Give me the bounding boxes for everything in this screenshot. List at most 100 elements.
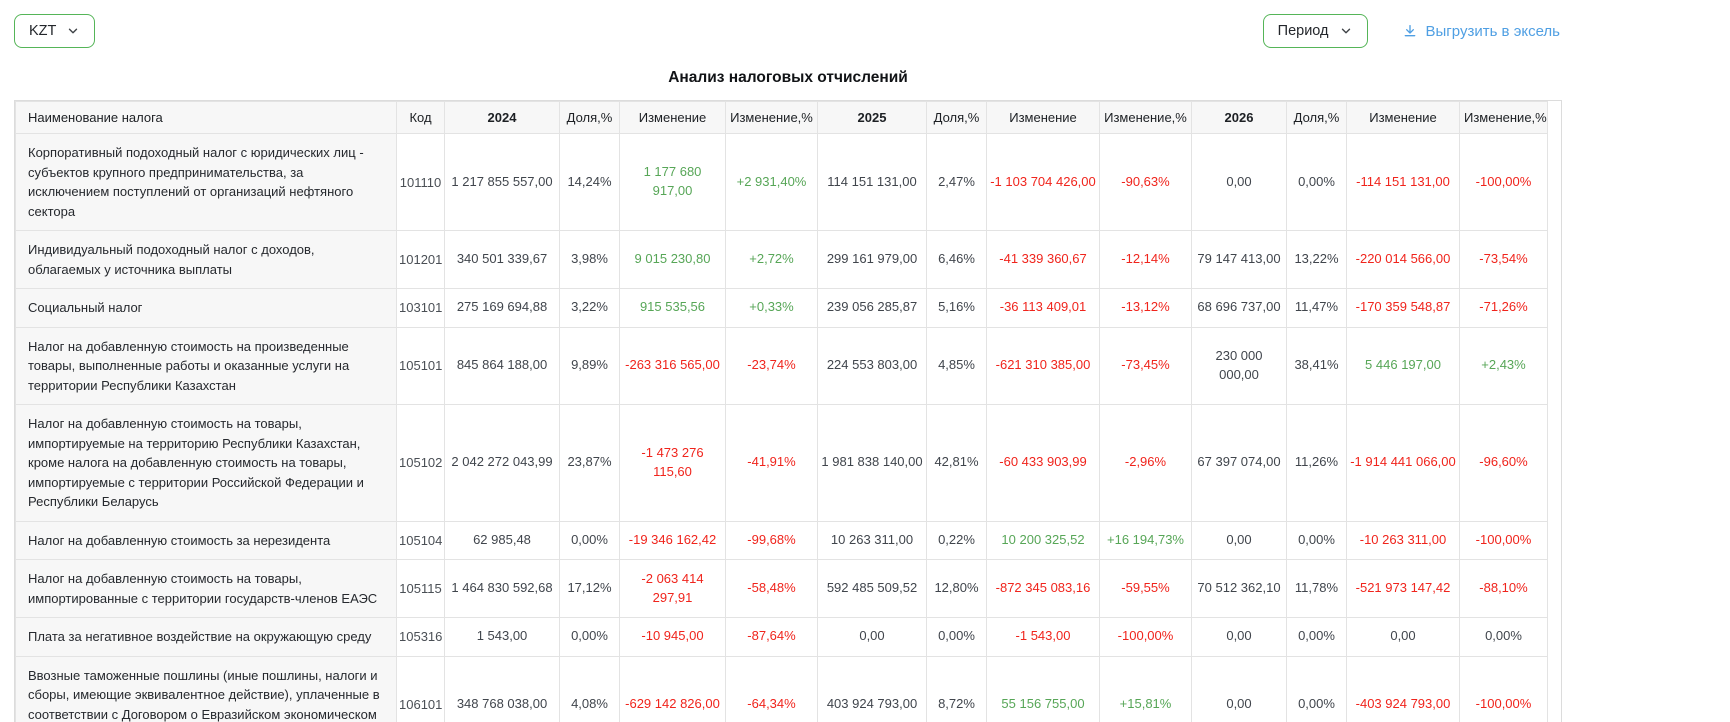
currency-dropdown[interactable]: KZT — [14, 14, 96, 48]
value-cell: 70 512 362,10 — [1191, 559, 1287, 618]
value-cell: 0,00% — [1286, 133, 1347, 231]
tax-name-cell: Индивидуальный подоходный налог с доходо… — [15, 230, 397, 289]
currency-dropdown-label: KZT — [29, 23, 57, 39]
table-row: Корпоративный подоходный налог с юридиче… — [15, 133, 1548, 231]
value-cell: -64,34% — [725, 655, 818, 722]
value-cell: 299 161 979,00 — [817, 230, 927, 289]
value-cell: 0,00% — [559, 617, 620, 657]
tax-name-cell: Корпоративный подоходный налог с юридиче… — [15, 133, 397, 231]
value-cell: +2 931,40% — [725, 133, 818, 231]
column-header: Доля,% — [926, 101, 987, 134]
value-cell: -100,00% — [1459, 520, 1548, 560]
tax-name-cell: Налог на добавленную стоимость на товары… — [15, 559, 397, 618]
value-cell: 348 768 038,00 — [444, 655, 560, 722]
value-cell: 0,00% — [1459, 617, 1548, 657]
value-cell: +0,33% — [725, 288, 818, 328]
value-cell: 0,00% — [1286, 655, 1347, 722]
value-cell: 592 485 509,52 — [817, 559, 927, 618]
column-header: Наименование налога — [15, 101, 397, 134]
value-cell: 67 397 074,00 — [1191, 404, 1287, 522]
column-header: 2025 — [817, 101, 927, 134]
value-cell: -521 973 147,42 — [1346, 559, 1460, 618]
value-cell: 915 535,56 — [619, 288, 726, 328]
value-cell: -73,54% — [1459, 230, 1548, 289]
value-cell: -71,26% — [1459, 288, 1548, 328]
value-cell: 1 464 830 592,68 — [444, 559, 560, 618]
export-excel-link[interactable]: Выгрузить в эксель — [1402, 23, 1560, 40]
value-cell: -621 310 385,00 — [986, 326, 1100, 405]
value-cell: -96,60% — [1459, 404, 1548, 522]
tax-code-cell: 105104 — [396, 520, 445, 560]
tax-analysis-table-wrap: Наименование налога Код 2024 Доля,% Изменени… — [14, 100, 1562, 722]
value-cell: 3,22% — [559, 288, 620, 328]
value-cell: 230 000 000,00 — [1191, 326, 1287, 405]
tax-code-cell: 101201 — [396, 230, 445, 289]
table-row: Налог на добавленную стоимость на товары… — [15, 404, 1548, 522]
value-cell: 1 543,00 — [444, 617, 560, 657]
value-cell: 0,00 — [1191, 617, 1287, 657]
value-cell: 10 263 311,00 — [817, 520, 927, 560]
value-cell: 17,12% — [559, 559, 620, 618]
table-row: Плата за негативное воздействие на окруж… — [15, 617, 1548, 657]
value-cell: -73,45% — [1099, 326, 1192, 405]
value-cell: 275 169 694,88 — [444, 288, 560, 328]
value-cell: 0,00 — [1346, 617, 1460, 657]
table-row: Ввозные таможенные пошлины (иные пошлины… — [15, 655, 1548, 722]
table-row: Социальный налог 103101 275 169 694,88 3,22… — [15, 288, 1548, 328]
value-cell: 4,85% — [926, 326, 987, 405]
column-header: Изменение,% — [1459, 101, 1548, 134]
value-cell: 68 696 737,00 — [1191, 288, 1287, 328]
value-cell: -1 914 441 066,00 — [1346, 404, 1460, 522]
tax-code-cell: 105102 — [396, 404, 445, 522]
value-cell: 14,24% — [559, 133, 620, 231]
value-cell: -403 924 793,00 — [1346, 655, 1460, 722]
tax-code-cell: 101110 — [396, 133, 445, 231]
value-cell: 403 924 793,00 — [817, 655, 927, 722]
value-cell: -170 359 548,87 — [1346, 288, 1460, 328]
chevron-down-icon — [1339, 24, 1353, 38]
value-cell: 0,00 — [1191, 655, 1287, 722]
value-cell: 1 177 680 917,00 — [619, 133, 726, 231]
value-cell: 0,00% — [559, 520, 620, 560]
value-cell: -10 945,00 — [619, 617, 726, 657]
tax-code-cell: 103101 — [396, 288, 445, 328]
column-header: Доля,% — [1286, 101, 1347, 134]
value-cell: 6,46% — [926, 230, 987, 289]
export-excel-label: Выгрузить в эксель — [1425, 22, 1560, 40]
column-header: Доля,% — [559, 101, 620, 134]
value-cell: 224 553 803,00 — [817, 326, 927, 405]
table-row: Индивидуальный подоходный налог с доходо… — [15, 230, 1548, 289]
value-cell: 11,47% — [1286, 288, 1347, 328]
period-dropdown-label: Период — [1277, 23, 1329, 39]
value-cell: 5 446 197,00 — [1346, 326, 1460, 405]
table-header-row: Наименование налога Код 2024 Доля,% Изменени… — [15, 101, 1548, 134]
value-cell: -263 316 565,00 — [619, 326, 726, 405]
value-cell: -1 473 276 115,60 — [619, 404, 726, 522]
value-cell: 8,72% — [926, 655, 987, 722]
value-cell: -1 103 704 426,00 — [986, 133, 1100, 231]
value-cell: -220 014 566,00 — [1346, 230, 1460, 289]
download-icon — [1402, 23, 1418, 39]
value-cell: 9,89% — [559, 326, 620, 405]
column-header: Изменение — [986, 101, 1100, 134]
value-cell: -2,96% — [1099, 404, 1192, 522]
value-cell: -629 142 826,00 — [619, 655, 726, 722]
value-cell: 4,08% — [559, 655, 620, 722]
toolbar-right-group: Период Выгрузить в эксель — [1262, 14, 1562, 48]
value-cell: -87,64% — [725, 617, 818, 657]
value-cell: -23,74% — [725, 326, 818, 405]
period-dropdown[interactable]: Период — [1262, 14, 1368, 48]
value-cell: 114 151 131,00 — [817, 133, 927, 231]
value-cell: 0,22% — [926, 520, 987, 560]
value-cell: 23,87% — [559, 404, 620, 522]
column-header: 2026 — [1191, 101, 1287, 134]
toolbar: KZT Период Выгрузить в эксель — [14, 0, 1562, 48]
value-cell: 0,00 — [1191, 520, 1287, 560]
value-cell: -100,00% — [1459, 133, 1548, 231]
value-cell: 10 200 325,52 — [986, 520, 1100, 560]
value-cell: -59,55% — [1099, 559, 1192, 618]
value-cell: -10 263 311,00 — [1346, 520, 1460, 560]
value-cell: -58,48% — [725, 559, 818, 618]
value-cell: +16 194,73% — [1099, 520, 1192, 560]
value-cell: 62 985,48 — [444, 520, 560, 560]
